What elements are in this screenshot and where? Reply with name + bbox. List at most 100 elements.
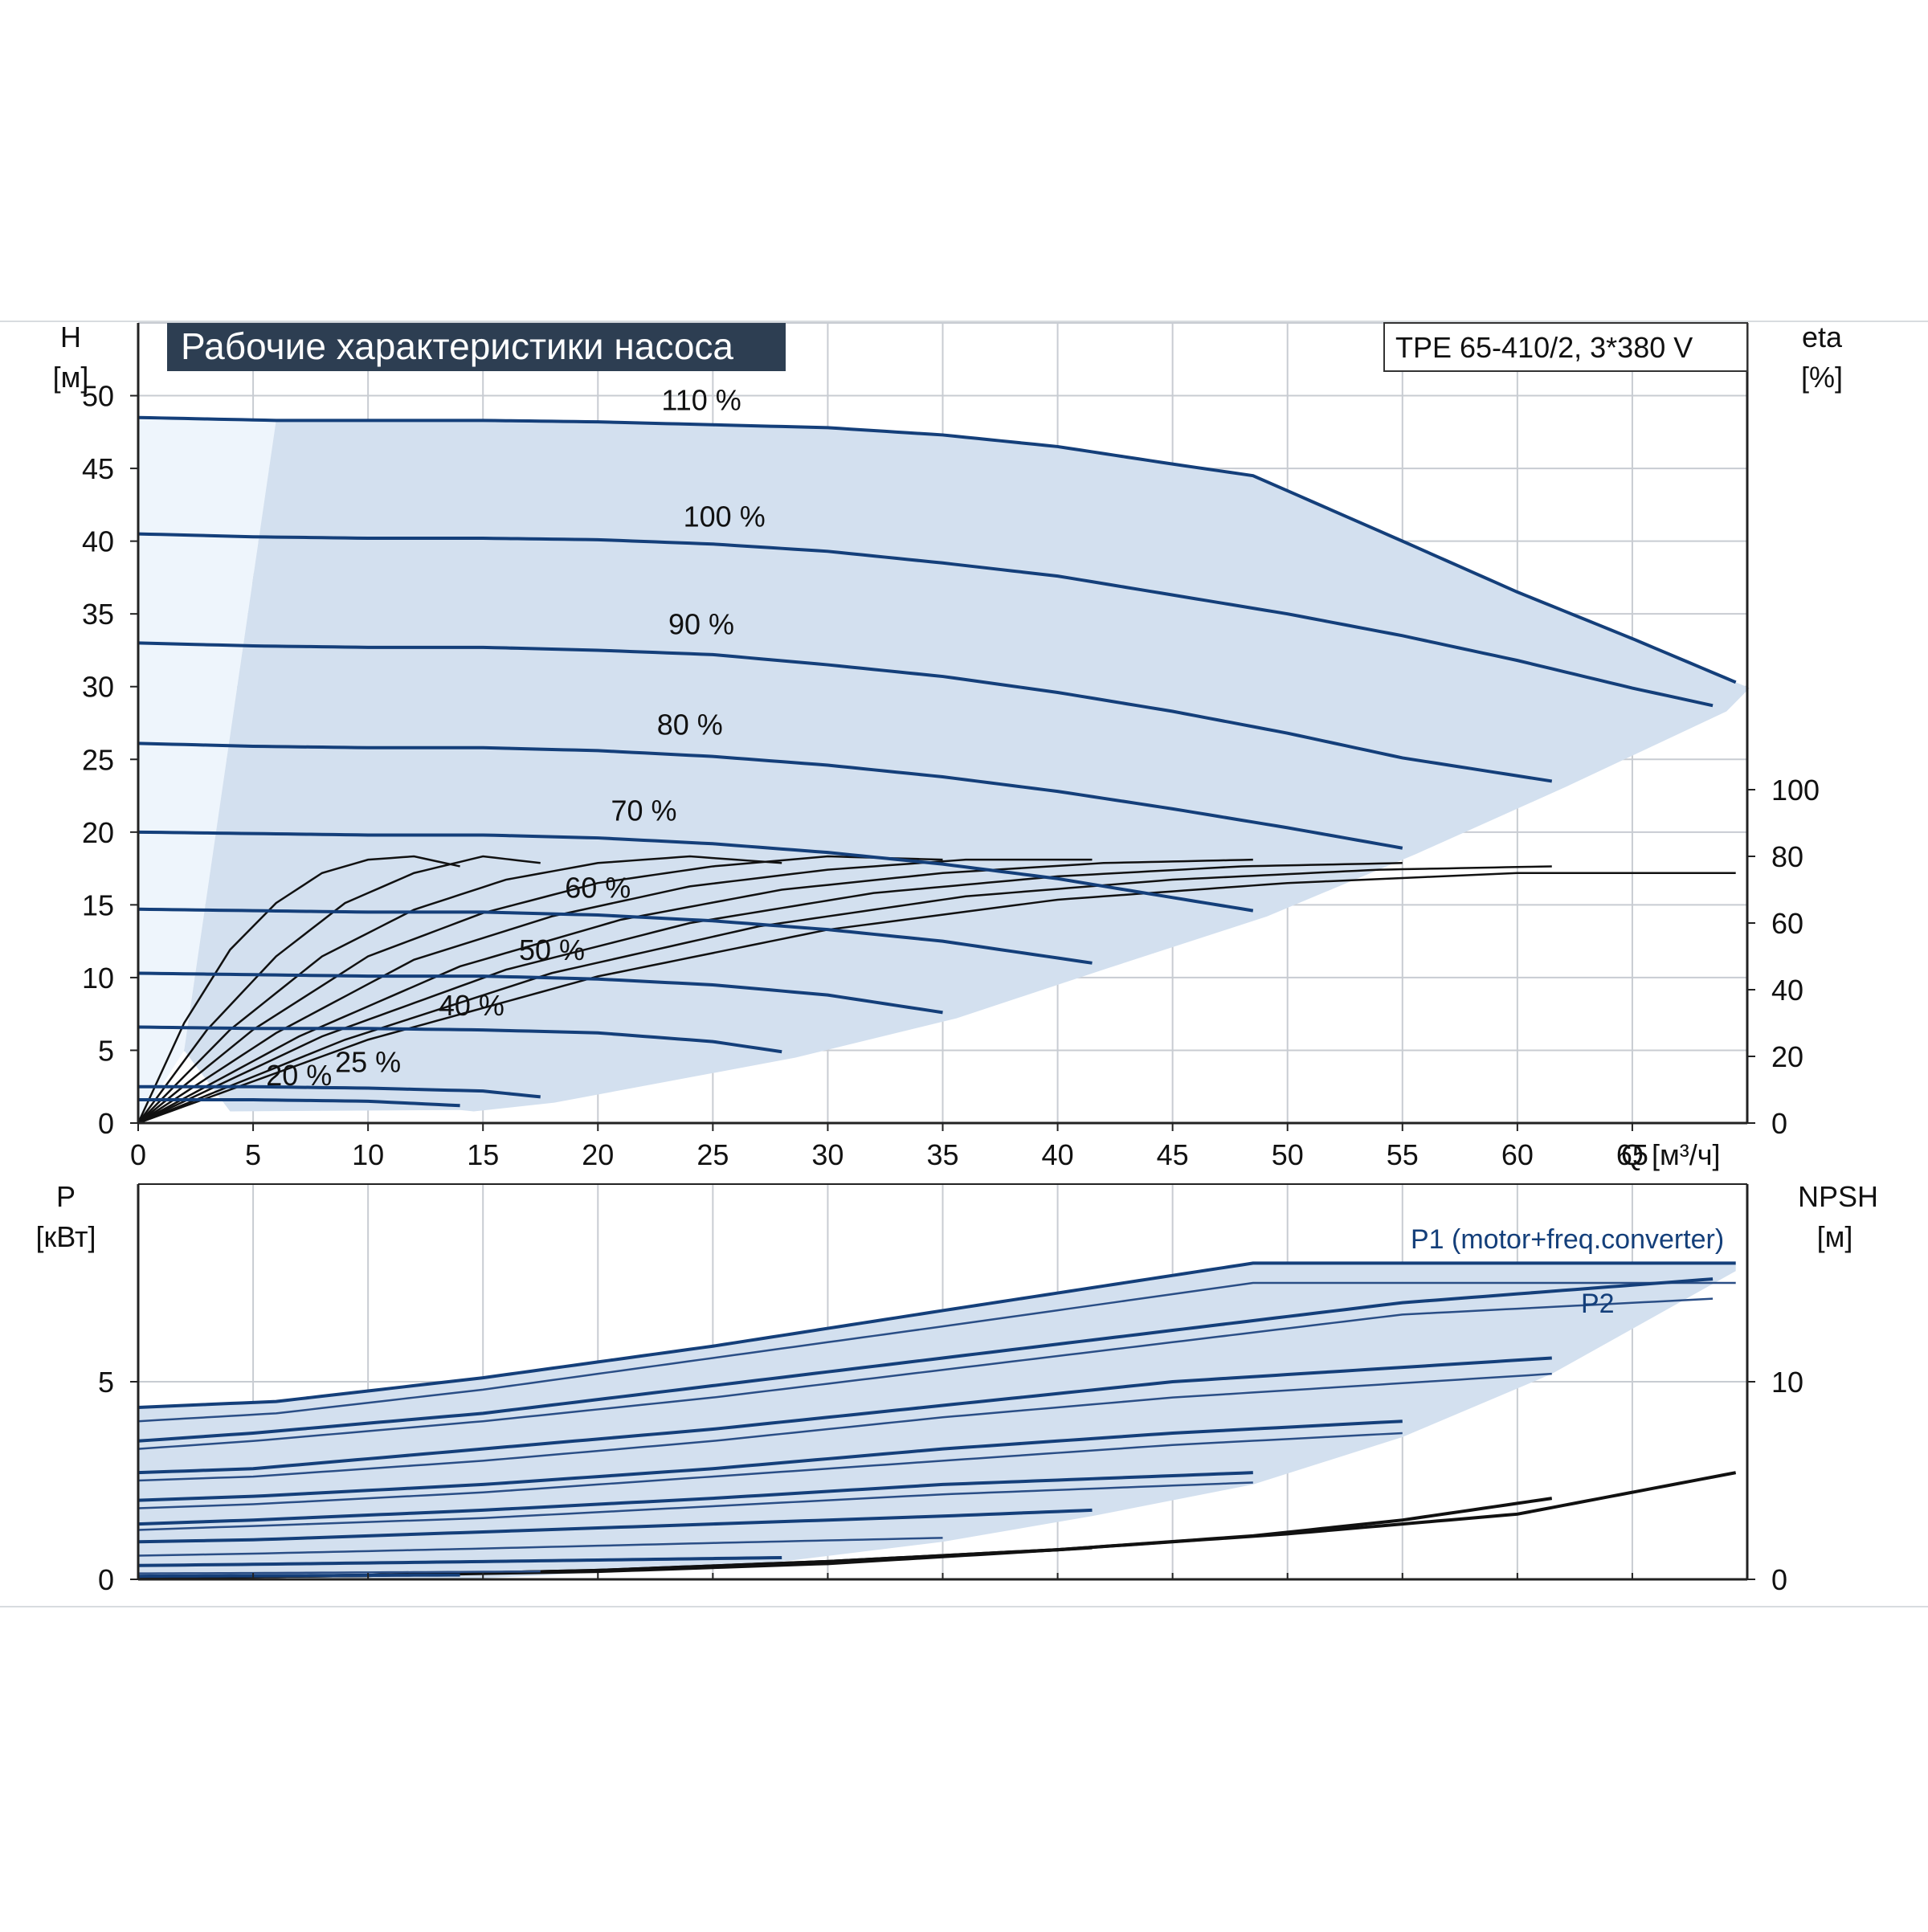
y2-axis-unit: [%] (1801, 361, 1843, 394)
power-curve (137, 1419, 1403, 1502)
y2-tick-label: 60 (1771, 907, 1803, 940)
head-curve (137, 971, 943, 1015)
head-curve (137, 1025, 782, 1054)
power-curve (137, 1372, 1552, 1482)
speed-label: 50 % (519, 933, 585, 966)
power-tick-label: 5 (98, 1366, 114, 1399)
y2-tick-label: 20 (1771, 1040, 1803, 1073)
power-curve (137, 1471, 1253, 1526)
y2-tick-label: 0 (1771, 1107, 1787, 1140)
power-curve (137, 1281, 1736, 1423)
y2-tick-label: 100 (1771, 774, 1820, 807)
y2-tick-label: 40 (1771, 974, 1803, 1007)
x-tick-label: 0 (130, 1138, 146, 1171)
y-tick-label: 30 (82, 671, 114, 704)
x-tick-label: 25 (696, 1138, 729, 1171)
power-curve (137, 1432, 1403, 1509)
speed-label: 80 % (657, 708, 723, 741)
power-curve (137, 1261, 1736, 1409)
power-curve (137, 1277, 1714, 1443)
y-tick-label: 5 (98, 1034, 114, 1067)
efficiency-curve (137, 855, 782, 1124)
npsh-axis-unit: [м] (1817, 1220, 1853, 1253)
npsh-tick-label: 0 (1771, 1563, 1787, 1596)
head-curve (137, 532, 1714, 708)
head-curve (137, 641, 1553, 783)
y-tick-label: 10 (82, 962, 114, 995)
x-tick-label: 60 (1501, 1138, 1534, 1171)
x-tick-label: 30 (811, 1138, 844, 1171)
power-curve (137, 1297, 1714, 1450)
x-tick-label: 20 (582, 1138, 614, 1171)
y-axis-label: H (60, 321, 81, 353)
envelope-main (184, 420, 1750, 1112)
title-box (167, 323, 786, 371)
speed-label: 70 % (611, 794, 676, 827)
envelope-low-flow (138, 417, 276, 1123)
power-curve (137, 1537, 943, 1557)
speed-labels: 110 % 100 % 90 % 80 % 70 % 60 % 50 % 40 % 25 %20… (266, 384, 765, 1092)
upper-axes: 0 5 10 15 20 25 30 35 40 45 50 0 5 10 15 20 25 30 35 40 45 50… (82, 323, 1820, 1171)
x-tick-label: 10 (352, 1138, 384, 1171)
y-tick-label: 20 (82, 816, 114, 849)
head-curve (138, 1098, 460, 1108)
efficiency-curves (137, 855, 1736, 1125)
power-envelope (138, 1263, 1736, 1579)
y-tick-label: 25 (82, 743, 114, 776)
head-curve (137, 830, 1254, 913)
model-box (1383, 322, 1748, 372)
power-axis-unit: [кВт] (35, 1220, 96, 1253)
power-curve (137, 1555, 782, 1567)
speed-label: 40 % (439, 989, 504, 1022)
efficiency-curve (137, 855, 460, 1124)
p2-legend-label: P2 (1581, 1289, 1615, 1319)
x-tick-label: 40 (1042, 1138, 1074, 1171)
chart-title: Рабочие характеристики насоса (181, 325, 733, 367)
y-tick-label: 15 (82, 888, 114, 921)
power-envelope-area (138, 1263, 1736, 1579)
efficiency-curve (137, 862, 1403, 1125)
power-curve (137, 1573, 460, 1579)
y-tick-label: 45 (82, 452, 114, 485)
npsh-axis-label: NPSH (1798, 1180, 1878, 1213)
power-curve (137, 1508, 1093, 1544)
y2-axis-label: eta (1802, 321, 1843, 353)
y-tick-label: 40 (82, 525, 114, 558)
power-curve (137, 1481, 1253, 1531)
power-curve (137, 1570, 541, 1575)
operating-envelope (138, 417, 1750, 1123)
model-label: TPE 65-410/2, 3*380 V (1395, 331, 1693, 364)
x-axis-label: Q [м³/ч] (1621, 1138, 1721, 1171)
p1-legend-label: P1 (motor+freq.converter) (1411, 1224, 1724, 1255)
speed-label: 100 % (684, 500, 766, 533)
y-tick-label: 50 (82, 380, 114, 413)
x-tick-label: 15 (467, 1138, 499, 1171)
y-tick-label: 35 (82, 598, 114, 631)
efficiency-curve (137, 858, 1253, 1125)
head-curve (137, 741, 1403, 850)
efficiency-curve (137, 855, 541, 1124)
speed-label: 110 % (661, 384, 741, 417)
head-curves (137, 415, 1737, 1108)
power-tick-label: 0 (98, 1563, 114, 1596)
speed-label: 90 % (668, 608, 734, 641)
efficiency-curve (137, 865, 1552, 1125)
power-axis-label: P (56, 1180, 76, 1213)
speed-label: 60 % (565, 871, 631, 904)
head-curve (137, 415, 1737, 684)
npsh-tick-label: 10 (1771, 1366, 1803, 1399)
x-tick-label: 35 (926, 1138, 958, 1171)
speed-label: 20 % (266, 1059, 332, 1092)
x-tick-label: 45 (1157, 1138, 1189, 1171)
speed-label: 25 % (335, 1046, 401, 1079)
x-tick-label: 55 (1387, 1138, 1419, 1171)
head-curve (137, 907, 1093, 965)
y-tick-label: 0 (98, 1107, 114, 1140)
lower-axes: 0 5 0 10 (98, 1183, 1803, 1596)
head-curve (138, 1084, 541, 1099)
y2-tick-label: 80 (1771, 840, 1803, 873)
efficiency-curve (137, 855, 943, 1124)
y-axis-unit: [м] (53, 361, 89, 394)
